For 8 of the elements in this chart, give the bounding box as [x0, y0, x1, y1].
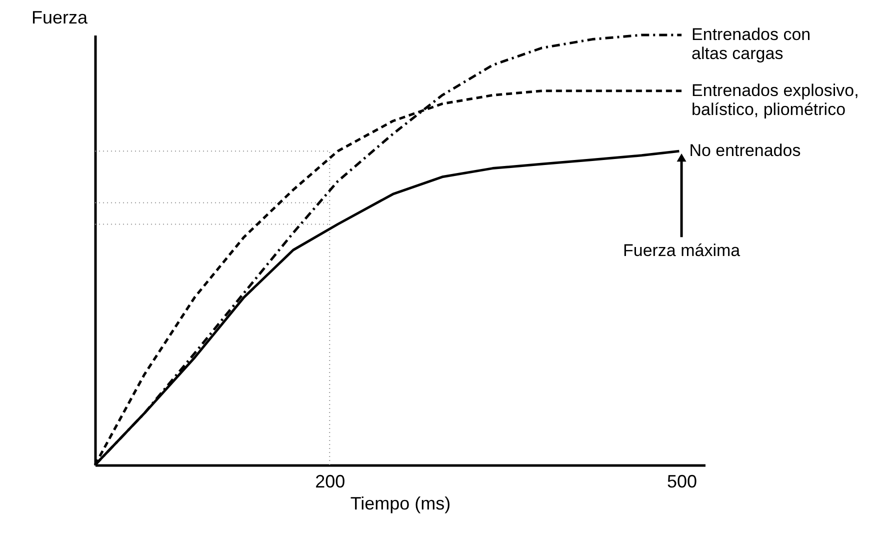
legend-label: No entrenados [689, 141, 801, 160]
x-axis-title: Tiempo (ms) [350, 494, 451, 514]
series-label: Entrenados con altas cargas [692, 25, 811, 63]
x-tick-label: 500 [667, 472, 698, 492]
series-label: Entrenados explosivo, balístico, pliométrico [692, 80, 859, 119]
x-tick-label: 200 [315, 472, 346, 492]
y-axis-title: Fuerza [31, 8, 88, 28]
annotation: Fuerza máxima [622, 241, 741, 260]
